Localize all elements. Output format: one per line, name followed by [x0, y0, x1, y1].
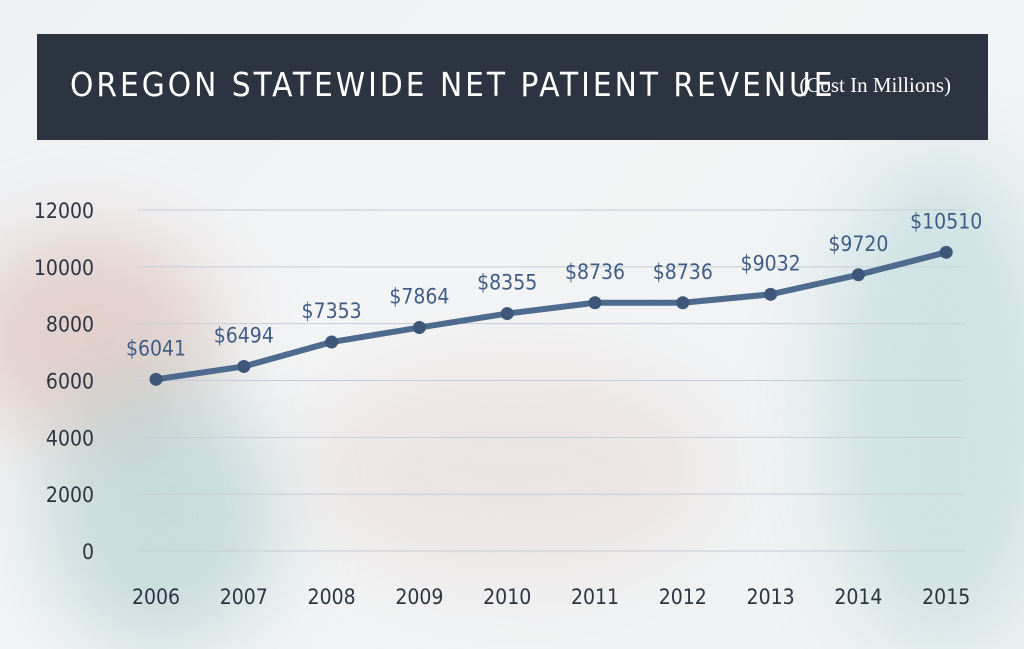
- data-label: $8736: [653, 260, 713, 284]
- data-point: [500, 307, 514, 321]
- data-label: $10510: [910, 209, 982, 233]
- background-blob: [300, 360, 720, 580]
- x-tick-label: 2015: [922, 585, 970, 609]
- background-blob: [40, 380, 280, 649]
- x-tick-label: 2013: [747, 585, 795, 609]
- x-tick-label: 2010: [483, 585, 531, 609]
- x-tick-label: 2006: [132, 585, 180, 609]
- y-tick-label: 4000: [46, 426, 94, 450]
- data-point: [412, 321, 426, 335]
- data-point: [588, 296, 602, 310]
- chart-header: [37, 34, 988, 140]
- y-tick-label: 12000: [34, 199, 94, 223]
- background-blob: [820, 150, 1024, 649]
- x-tick-label: 2007: [220, 585, 268, 609]
- y-tick-label: 8000: [46, 313, 94, 337]
- x-tick-label: 2014: [834, 585, 882, 609]
- data-label: $8736: [565, 260, 625, 284]
- data-label: $6494: [214, 323, 274, 347]
- data-point: [149, 372, 163, 386]
- series-line: [153, 249, 950, 383]
- y-tick-label: 6000: [46, 370, 94, 394]
- data-point: [939, 245, 953, 259]
- data-point: [237, 359, 251, 373]
- data-label: $7864: [389, 285, 449, 309]
- data-label: $6041: [126, 336, 186, 360]
- x-tick-label: 2012: [659, 585, 707, 609]
- data-label: $8355: [477, 271, 537, 295]
- data-point: [851, 268, 865, 282]
- data-point: [325, 335, 339, 349]
- x-tick-label: 2008: [308, 585, 356, 609]
- data-label: $9032: [741, 251, 801, 275]
- data-point: [764, 287, 778, 301]
- y-tick-label: 10000: [34, 256, 94, 280]
- data-label: $9720: [828, 232, 888, 256]
- y-tick-label: 0: [82, 540, 94, 564]
- x-tick-label: 2009: [395, 585, 443, 609]
- x-tick-label: 2011: [571, 585, 619, 609]
- data-point: [676, 296, 690, 310]
- chart-subtitle: (Cost In Millions): [799, 73, 951, 97]
- data-label: $7353: [302, 299, 362, 323]
- y-tick-label: 2000: [46, 483, 94, 507]
- chart-title: OREGON STATEWIDE NET PATIENT REVENUE: [70, 65, 836, 104]
